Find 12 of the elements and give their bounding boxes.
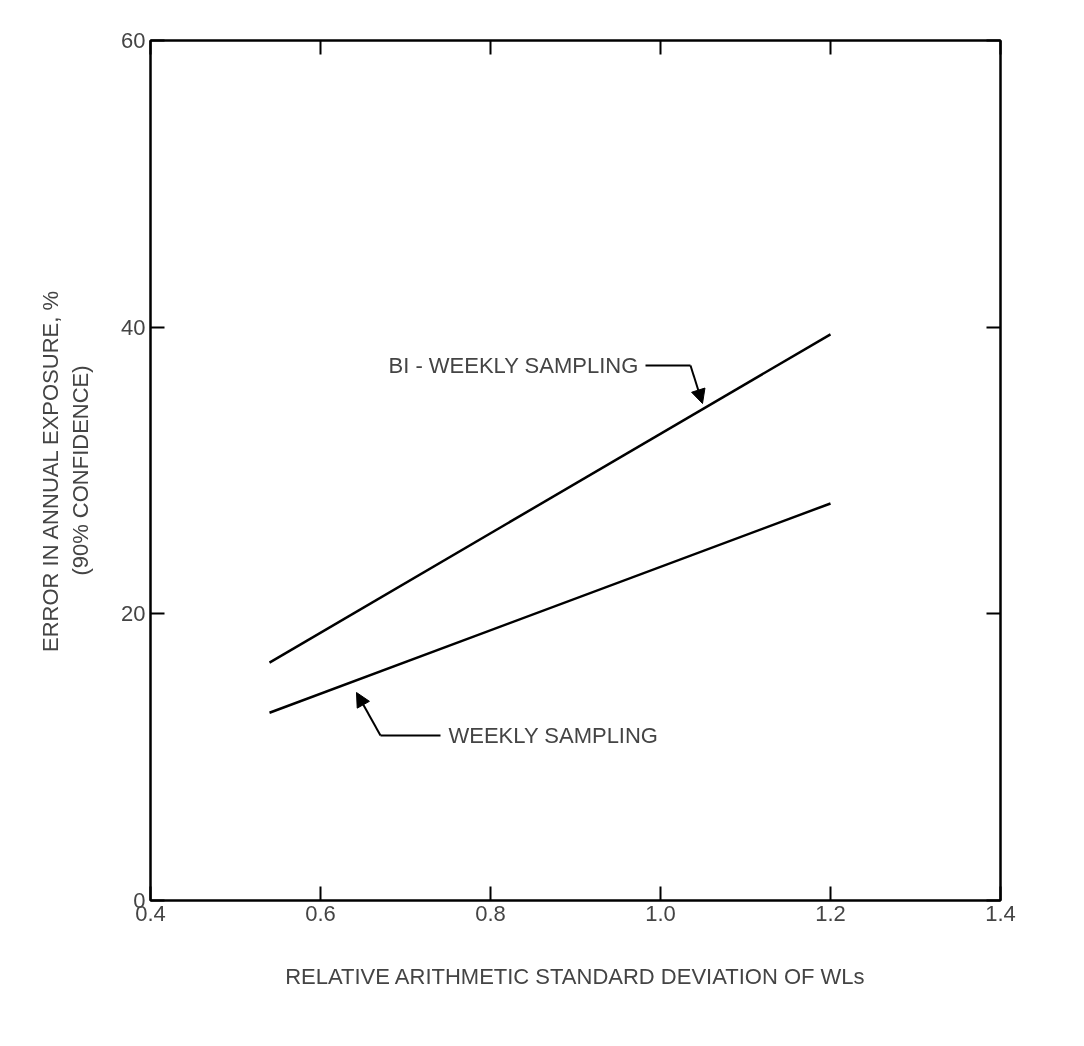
y-tick-label: 20 bbox=[121, 601, 146, 627]
x-tick-label: 0.6 bbox=[305, 900, 336, 926]
x-tick-label: 1.2 bbox=[815, 900, 846, 926]
x-tick-label: 1.4 bbox=[985, 900, 1016, 926]
x-tick-label: 0.8 bbox=[475, 900, 506, 926]
x-axis-title: RELATIVE ARITHMETIC STANDARD DEVIATION OF WLs bbox=[285, 963, 865, 989]
y-tick-label: 60 bbox=[121, 28, 146, 53]
x-tick-label: 1.0 bbox=[645, 900, 676, 926]
annotation: BI - WEEKLY SAMPLING bbox=[388, 353, 639, 378]
y-tick-label: 40 bbox=[121, 314, 146, 340]
annotation: WEEKLY SAMPLING bbox=[448, 723, 658, 748]
y-axis-title: ERROR IN ANNUAL EXPOSURE, % (90% CONFIDENCE) bbox=[38, 290, 94, 653]
